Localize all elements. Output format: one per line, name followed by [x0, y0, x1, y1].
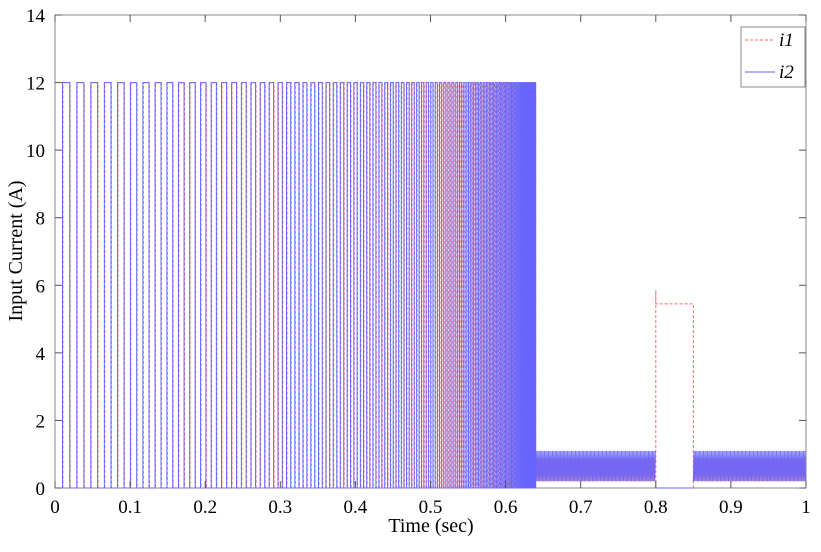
x-tick-label: 0.2: [193, 497, 217, 518]
x-tick-label: 0: [50, 497, 60, 518]
series-i1-step: [655, 290, 694, 488]
x-tick-label: 0.6: [494, 497, 518, 518]
x-axis-label: Time (sec): [388, 515, 473, 537]
x-tick-label: 0.4: [344, 497, 368, 518]
tick-layer: [54, 14, 807, 489]
y-tick-label: 2: [36, 411, 46, 432]
y-axis-label: Input Current (A): [5, 180, 27, 321]
x-tick-label: 0.8: [644, 497, 668, 518]
legend-box: [740, 26, 806, 88]
x-tick-label: 0.5: [419, 497, 443, 518]
y-tick-label: 6: [36, 276, 46, 297]
y-tick-label: 8: [36, 209, 46, 230]
legend-label-i2: i2: [779, 62, 794, 83]
x-tick-label: 1: [801, 497, 811, 518]
series-i2-ripple-0: [535, 450, 656, 482]
legend: i1 i2: [740, 26, 806, 88]
series-i2: [62, 82, 807, 489]
x-tick-label: 0.3: [268, 497, 292, 518]
y-tick-label: 4: [36, 344, 46, 365]
y-tick-label: 0: [36, 479, 46, 500]
y-tick-label: 12: [26, 74, 45, 95]
series-layer: [62, 82, 807, 489]
series-i2-pulse-train: [62, 82, 537, 489]
x-tick-label: 0.1: [118, 497, 142, 518]
series-i2-ripple-1: [692, 450, 807, 482]
x-tick-label: 0.9: [719, 497, 743, 518]
x-tick-label: 0.7: [569, 497, 593, 518]
y-tick-label: 14: [26, 6, 46, 27]
legend-label-i1: i1: [779, 30, 794, 51]
y-tick-label: 10: [26, 141, 45, 162]
